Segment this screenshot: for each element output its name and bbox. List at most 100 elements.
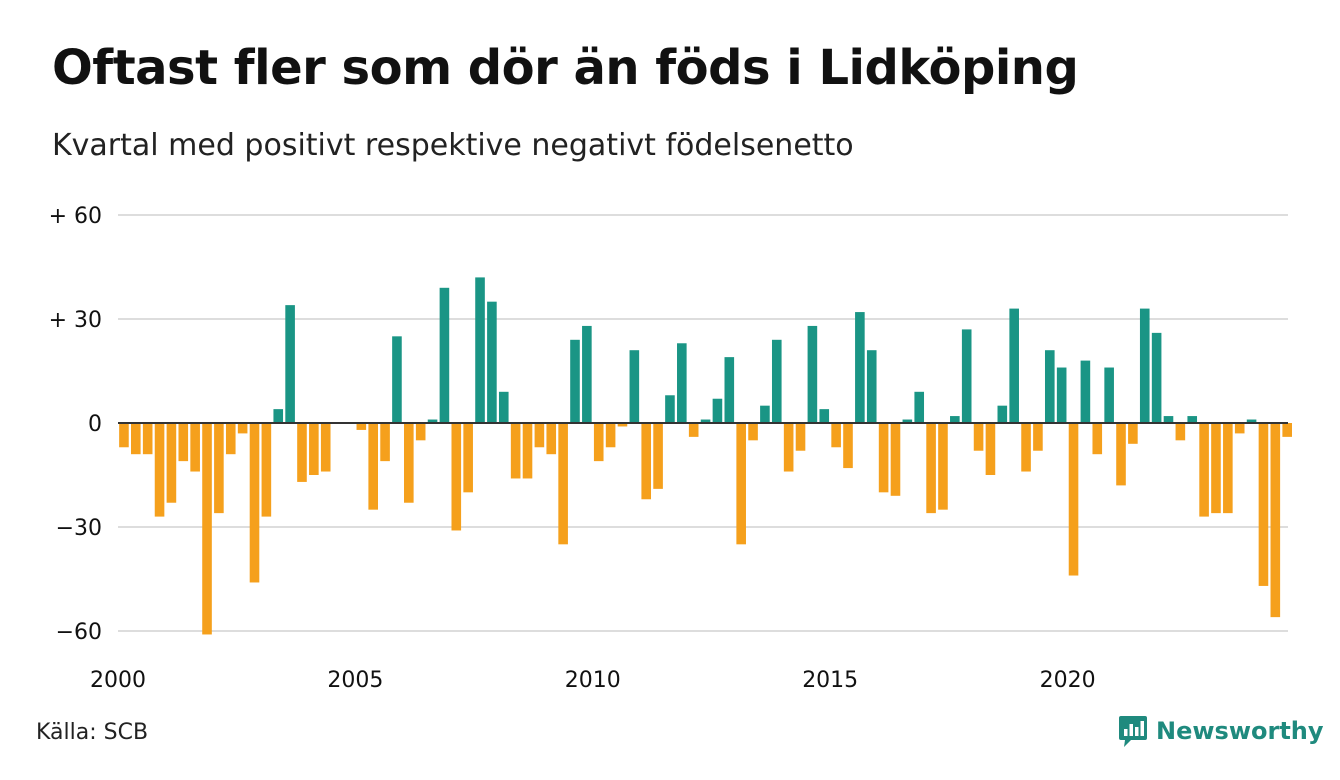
bar (843, 423, 853, 469)
bar (914, 391, 925, 423)
bar (214, 423, 224, 514)
bar (427, 419, 438, 423)
logo-text: Newsworthy (1156, 717, 1324, 745)
bar (249, 423, 260, 583)
bar (297, 423, 307, 482)
bar (950, 416, 960, 423)
bar (783, 423, 794, 472)
bar (1139, 308, 1150, 423)
bar (1009, 308, 1019, 423)
bar (522, 423, 533, 479)
bar (154, 423, 165, 517)
bar (1246, 419, 1257, 423)
bar (724, 357, 735, 423)
bar (1199, 423, 1209, 517)
bar (617, 423, 628, 427)
bar (178, 423, 189, 462)
x-tick-label: 2000 (90, 668, 146, 693)
bar (273, 409, 284, 423)
bar (641, 423, 652, 500)
chart-subtitle: Kvartal med positivt respektive negativt… (52, 128, 854, 163)
y-tick-label: −30 (56, 516, 102, 541)
bar (1282, 423, 1292, 437)
bar (451, 423, 462, 531)
bar (131, 423, 141, 455)
bar (439, 287, 450, 423)
bar (558, 423, 568, 545)
bar (368, 423, 378, 510)
bar (890, 423, 901, 496)
bar (712, 398, 723, 423)
bar (795, 423, 806, 451)
bar (700, 419, 711, 423)
gridlines (118, 214, 1288, 632)
x-tick-labels: 2000 2005 2010 2015 2020 (90, 668, 1096, 693)
x-tick-label: 2020 (1040, 668, 1096, 693)
bar (831, 423, 841, 448)
bar (166, 423, 177, 503)
bar (463, 423, 473, 493)
bar (973, 423, 984, 451)
bar (404, 423, 414, 503)
bar (1211, 423, 1221, 514)
bar (1116, 423, 1126, 486)
bar (938, 423, 948, 510)
bar (1044, 350, 1055, 423)
bar (415, 423, 426, 441)
bar (926, 423, 936, 514)
source-note: Källa: SCB (36, 720, 149, 745)
bar (961, 329, 972, 423)
bar (736, 423, 746, 545)
bar (688, 423, 699, 437)
bar (1151, 332, 1162, 423)
bar (878, 423, 889, 493)
bar (225, 423, 236, 455)
bar (119, 423, 129, 448)
bar (1033, 423, 1043, 451)
bar (487, 301, 497, 423)
x-tick-label: 2015 (802, 668, 858, 693)
bar (593, 423, 604, 462)
y-tick-label: 0 (88, 412, 102, 437)
bar (1175, 423, 1186, 441)
bar (190, 423, 200, 472)
bar (1080, 360, 1091, 423)
newsworthy-chart-bubble-icon (1119, 716, 1147, 747)
bar (1068, 423, 1079, 576)
x-tick-label: 2010 (565, 668, 621, 693)
bar (629, 350, 640, 423)
bar (866, 350, 877, 423)
y-tick-label: + 30 (49, 308, 102, 333)
chart-title: Oftast fler som dör än föds i Lidköping (52, 40, 1079, 96)
bar (237, 423, 248, 434)
y-tick-label: −60 (56, 620, 102, 645)
bar (475, 277, 485, 423)
bar (380, 423, 390, 462)
bar (855, 312, 865, 423)
bar (807, 325, 818, 423)
bar (1187, 416, 1198, 423)
bar (356, 423, 367, 430)
bar (320, 423, 331, 472)
bar (1270, 423, 1281, 618)
bar (392, 336, 402, 423)
bar (510, 423, 521, 479)
bar (261, 423, 272, 517)
bar (605, 423, 616, 448)
bar (653, 423, 663, 489)
bar-chart: + 60 + 30 0 −30 −60 2000 2005 2010 2015 2020 (49, 204, 1292, 693)
bars (119, 277, 1292, 635)
bar (546, 423, 557, 455)
bar (498, 391, 509, 423)
bar (534, 423, 545, 448)
bar (902, 419, 913, 423)
bar (202, 423, 212, 635)
y-tick-labels: + 60 + 30 0 −30 −60 (49, 204, 102, 645)
bar (1056, 367, 1067, 423)
bar (677, 343, 687, 423)
bar (819, 409, 830, 423)
newsworthy-logo: Newsworthy (1118, 712, 1324, 750)
bar (1234, 423, 1245, 434)
bar (760, 405, 770, 423)
x-tick-label: 2005 (327, 668, 383, 693)
